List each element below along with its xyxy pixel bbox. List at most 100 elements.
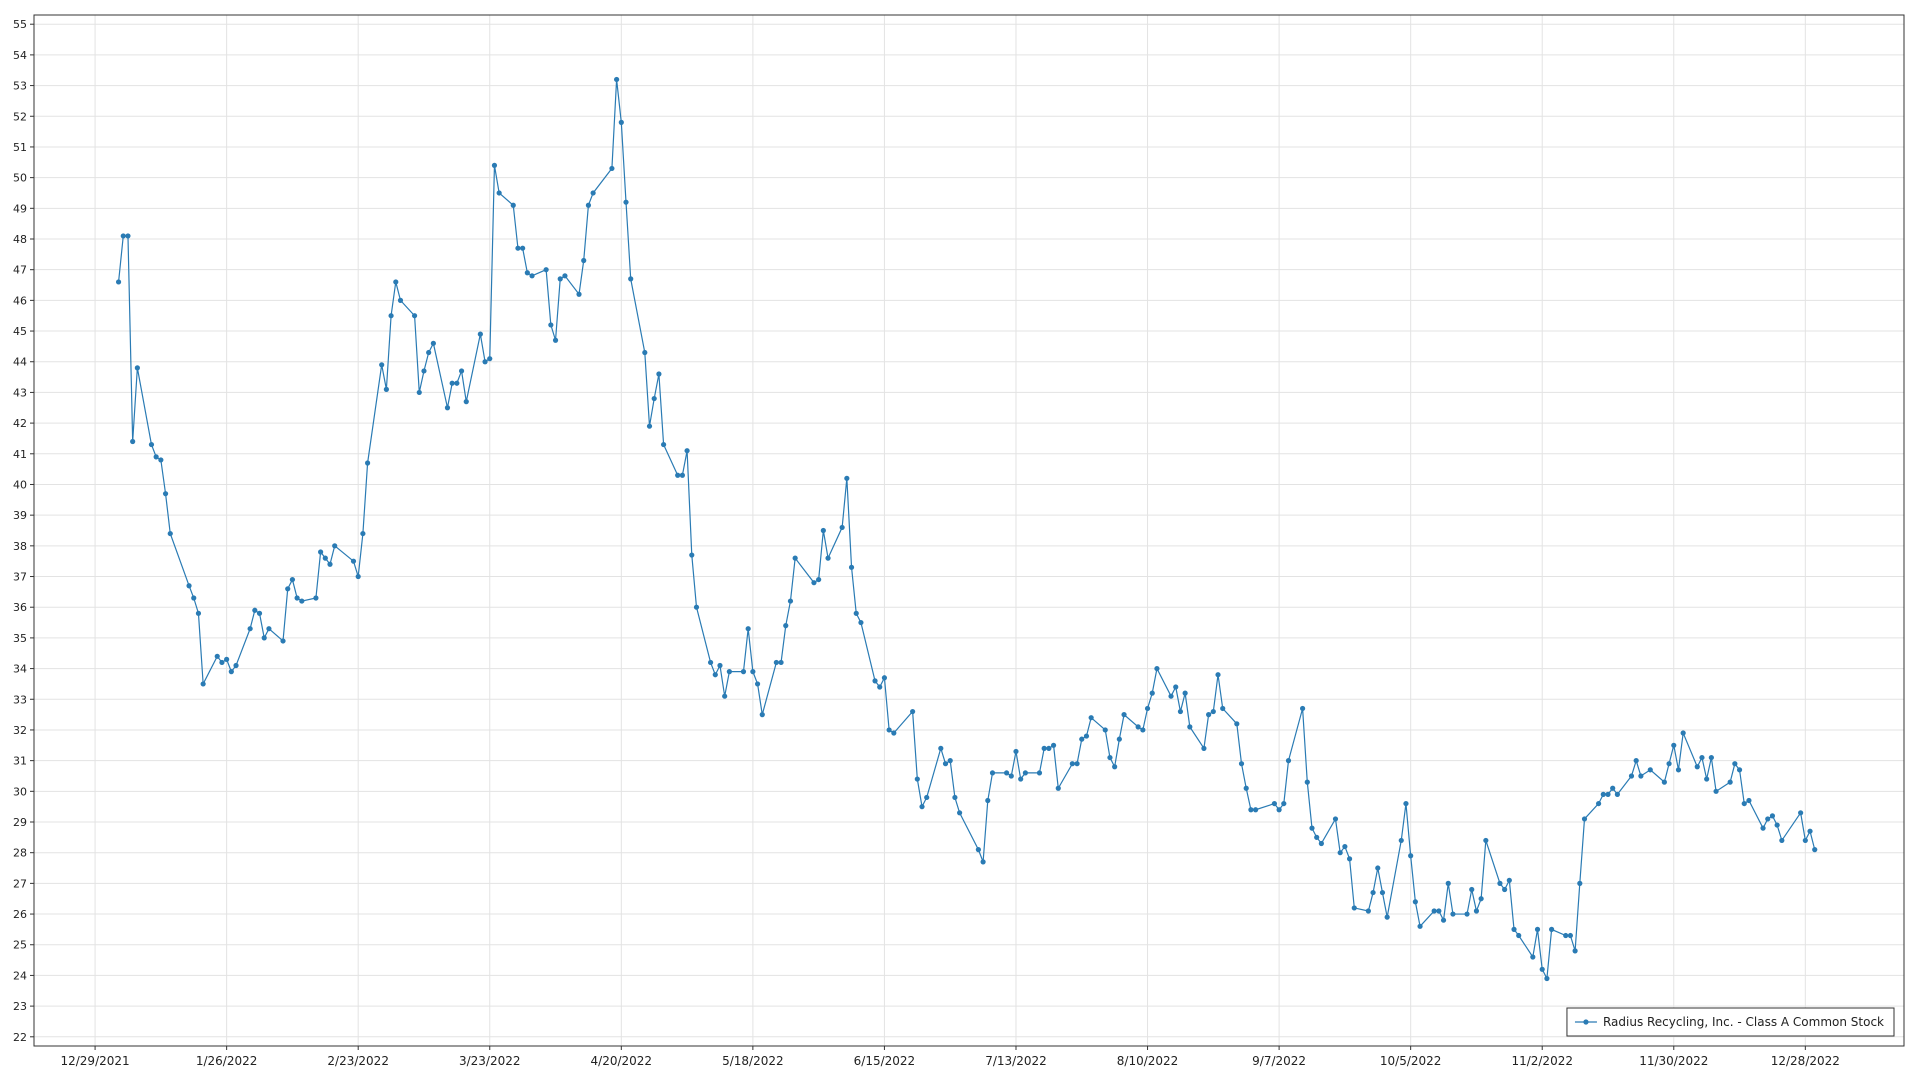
data-point <box>1605 791 1611 797</box>
data-point <box>1346 856 1353 862</box>
y-tick-label: 37 <box>13 571 27 584</box>
data-point <box>411 313 418 319</box>
x-tick-label: 4/20/2022 <box>591 1054 653 1068</box>
data-point <box>1577 880 1583 886</box>
data-point <box>1412 899 1418 905</box>
data-point <box>1398 837 1404 844</box>
x-tick-label: 7/13/2022 <box>985 1054 1047 1068</box>
data-point <box>646 423 653 429</box>
data-point <box>980 859 986 865</box>
data-point <box>167 530 173 537</box>
data-point <box>754 681 761 687</box>
data-point <box>975 847 981 853</box>
legend-marker <box>1583 1019 1589 1025</box>
data-point <box>1173 684 1179 690</box>
data-point <box>1732 761 1738 767</box>
data-point <box>1638 773 1644 779</box>
data-point <box>562 273 568 279</box>
x-tick-label: 1/26/2022 <box>196 1054 258 1068</box>
data-point <box>1083 733 1090 739</box>
y-tick-label: 53 <box>13 80 27 93</box>
data-point <box>919 804 925 810</box>
data-point <box>1088 715 1094 721</box>
data-point <box>1464 911 1470 917</box>
data-point <box>1135 724 1141 730</box>
data-point <box>454 380 460 386</box>
data-point <box>219 659 225 666</box>
data-point <box>1600 791 1606 797</box>
data-point <box>576 291 582 297</box>
data-point <box>726 669 732 675</box>
y-tick-label: 34 <box>13 663 27 676</box>
x-tick-label: 6/15/2022 <box>854 1054 916 1068</box>
data-point <box>1647 767 1653 773</box>
data-point <box>1144 705 1151 712</box>
data-point <box>261 635 267 641</box>
data-point <box>1041 745 1047 751</box>
data-point <box>1253 807 1259 813</box>
data-point <box>393 279 399 285</box>
data-point <box>1549 926 1555 932</box>
data-point <box>623 199 629 205</box>
data-point <box>322 555 328 561</box>
data-point <box>684 448 690 454</box>
data-point <box>397 297 404 303</box>
data-point <box>1248 807 1254 813</box>
data-point <box>1116 736 1122 742</box>
data-point <box>1760 825 1766 831</box>
x-tick-label: 11/2/2022 <box>1511 1054 1573 1068</box>
data-point <box>1572 948 1578 954</box>
y-tick-label: 55 <box>13 18 27 31</box>
data-point <box>1304 779 1310 785</box>
y-tick-label: 48 <box>13 233 27 246</box>
data-point <box>416 389 422 396</box>
data-point <box>858 619 864 626</box>
data-point <box>252 607 258 613</box>
data-point <box>285 586 291 592</box>
data-point <box>153 454 159 460</box>
data-point <box>1628 773 1635 779</box>
data-point <box>247 626 253 632</box>
x-tick-label: 12/29/2021 <box>60 1054 129 1068</box>
data-point <box>360 530 366 537</box>
y-tick-label: 36 <box>13 601 27 614</box>
data-point <box>1003 770 1010 776</box>
data-point <box>557 276 563 282</box>
data-point <box>1497 880 1503 886</box>
data-point <box>1332 816 1339 822</box>
y-tick-label: 40 <box>13 478 27 491</box>
data-point <box>1544 975 1550 982</box>
data-point <box>1201 745 1207 751</box>
data-point <box>115 279 122 285</box>
data-point <box>1365 908 1371 914</box>
y-tick-label: 22 <box>13 1031 27 1044</box>
data-point <box>1440 917 1447 923</box>
data-point <box>1069 761 1075 767</box>
data-point <box>1046 745 1052 751</box>
data-point <box>628 276 634 282</box>
data-point <box>214 653 220 659</box>
data-point <box>1516 932 1522 939</box>
data-point <box>458 368 465 374</box>
data-point <box>383 386 389 392</box>
y-tick-label: 28 <box>13 847 27 860</box>
data-point <box>1563 932 1569 939</box>
data-point <box>1610 785 1616 791</box>
data-point <box>642 349 648 356</box>
x-tick-label: 10/5/2022 <box>1380 1054 1442 1068</box>
data-point <box>816 576 822 583</box>
data-point <box>477 331 483 337</box>
data-point <box>1506 877 1512 883</box>
data-point <box>1769 813 1776 819</box>
data-point <box>515 245 521 251</box>
data-point <box>1713 788 1719 794</box>
data-point <box>233 662 239 669</box>
data-point <box>1812 847 1818 853</box>
data-point <box>872 678 878 684</box>
data-point <box>1050 742 1057 748</box>
y-tick-label: 24 <box>13 969 27 982</box>
data-point <box>759 712 765 718</box>
data-point <box>228 669 234 675</box>
data-point <box>1285 758 1292 764</box>
data-point <box>318 549 324 555</box>
